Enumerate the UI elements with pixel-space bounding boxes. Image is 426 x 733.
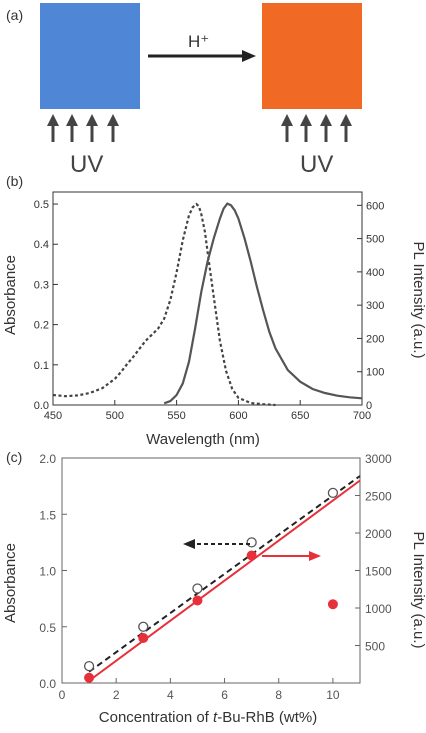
pl-point <box>192 595 203 606</box>
b-y2-tick-label: 500 <box>366 234 384 246</box>
c-y2-tick-label: 500 <box>365 640 385 654</box>
uv-arrow <box>340 114 352 142</box>
c-x-tick-label: 10 <box>326 688 340 702</box>
concentration-chart: 0 2 4 6 8 10 0.0 0.5 1.0 1.5 2.0 500 1000 1500 2000 250… <box>39 452 392 702</box>
b-y2-tick-label: 400 <box>366 267 384 279</box>
c-x-tick-label: 8 <box>275 688 282 702</box>
pl-point <box>246 550 257 561</box>
c-y2axis-title: PL Intensity (a.u.) <box>410 532 426 649</box>
absorbance-point <box>192 583 203 594</box>
b-y2-tick-label: 0 <box>366 400 372 412</box>
c-y2-tick-label: 2000 <box>365 527 392 541</box>
pl-emission-line <box>163 202 363 405</box>
c-x-tick-label: 6 <box>221 688 228 702</box>
c-y-tick-label: 0.5 <box>39 621 56 635</box>
uv-arrows-right <box>281 114 352 142</box>
b-x-tick-label: 650 <box>291 410 309 422</box>
absorbance-point <box>138 621 149 632</box>
b-x-tick-label: 700 <box>353 410 371 422</box>
uv-label-right: UV <box>300 151 333 178</box>
c-y2-tick-label: 3000 <box>365 452 392 466</box>
c-y2-tick-label: 2500 <box>365 490 392 504</box>
b-x-tick-label: 450 <box>44 410 62 422</box>
b-y-tick-label: 0.0 <box>34 400 49 412</box>
panel-c-label: (c) <box>6 449 22 465</box>
b-y-tick-label: 0.4 <box>34 239 49 251</box>
absorbance-line <box>52 202 276 407</box>
c-x-tick-label: 0 <box>59 688 66 702</box>
right-axis-arrow <box>262 551 321 561</box>
b-x-tick-label: 550 <box>167 410 185 422</box>
b-y2-tick-label: 100 <box>366 367 384 379</box>
acid-arrow-label: H⁺ <box>188 32 209 51</box>
orange-sample-square <box>262 3 362 109</box>
blue-sample-square <box>40 3 140 109</box>
uv-arrow <box>281 114 293 142</box>
c-y-tick-label: 2.0 <box>39 452 56 466</box>
uv-arrow <box>86 114 98 142</box>
uv-label-left: UV <box>70 151 103 178</box>
acid-arrow <box>148 50 256 62</box>
c-y2-tick-label: 1000 <box>365 602 392 616</box>
b-y2-tick-label: 600 <box>366 200 384 212</box>
left-axis-arrow <box>183 539 250 549</box>
b-xaxis-title: Wavelength (nm) <box>146 431 260 448</box>
c-x-tick-label: 2 <box>113 688 120 702</box>
absorbance-point <box>83 660 95 672</box>
uv-arrows-left <box>47 114 119 142</box>
pl-point <box>327 599 338 610</box>
panel-b: (b) 450 500 550 600 650 700 0.0 0.1 0.2 0.3 0.4 0.5… <box>2 173 426 448</box>
pl-point <box>84 672 95 683</box>
b-y-tick-label: 0.1 <box>34 360 49 372</box>
b-y2-tick-label: 300 <box>366 300 384 312</box>
uv-arrow <box>66 114 78 142</box>
uv-arrow <box>300 114 312 142</box>
c-yaxis-title: Absorbance <box>2 543 19 623</box>
panel-a: (a) H⁺ UV UV <box>6 3 362 178</box>
absorbance-point <box>246 537 257 548</box>
b-yaxis-title: Absorbance <box>2 255 19 335</box>
panel-c: (c) 0 2 4 6 8 10 0.0 0.5 1.0 1.5 2.0 500 1000 1500 200… <box>2 449 426 726</box>
panel-a-label: (a) <box>6 7 23 23</box>
uv-arrow <box>320 114 332 142</box>
panel-b-label: (b) <box>6 173 23 189</box>
c-x-tick-label: 4 <box>167 688 174 702</box>
c-y-tick-label: 1.5 <box>39 508 56 522</box>
uv-arrow <box>47 114 59 142</box>
uv-arrow <box>107 114 119 142</box>
c-y-tick-label: 1.0 <box>39 565 56 579</box>
b-x-tick-label: 500 <box>106 410 124 422</box>
b-x-tick-label: 600 <box>229 410 247 422</box>
b-y2axis-title: PL Intensity (a.u.) <box>410 242 426 359</box>
c-xaxis-title: Concentration of t-Bu-RhB (wt%) <box>99 709 317 726</box>
pl-point <box>138 633 149 643</box>
pl-fit-line <box>88 479 361 682</box>
b-y-tick-label: 0.2 <box>34 320 49 332</box>
b-y-tick-label: 0.5 <box>34 199 49 211</box>
spectra-chart: 450 500 550 600 650 700 0.0 0.1 0.2 0.3 0.4 0.5 0 100… <box>34 191 384 422</box>
c-plot-frame <box>61 457 361 684</box>
c-y-tick-label: 0.0 <box>39 677 56 691</box>
b-plot-frame <box>52 191 363 406</box>
absorbance-fit-line <box>88 475 361 673</box>
c-y2-tick-label: 1500 <box>365 565 392 579</box>
b-y-tick-label: 0.3 <box>34 279 49 291</box>
absorbance-point <box>327 487 339 499</box>
b-y2-tick-label: 200 <box>366 333 384 345</box>
